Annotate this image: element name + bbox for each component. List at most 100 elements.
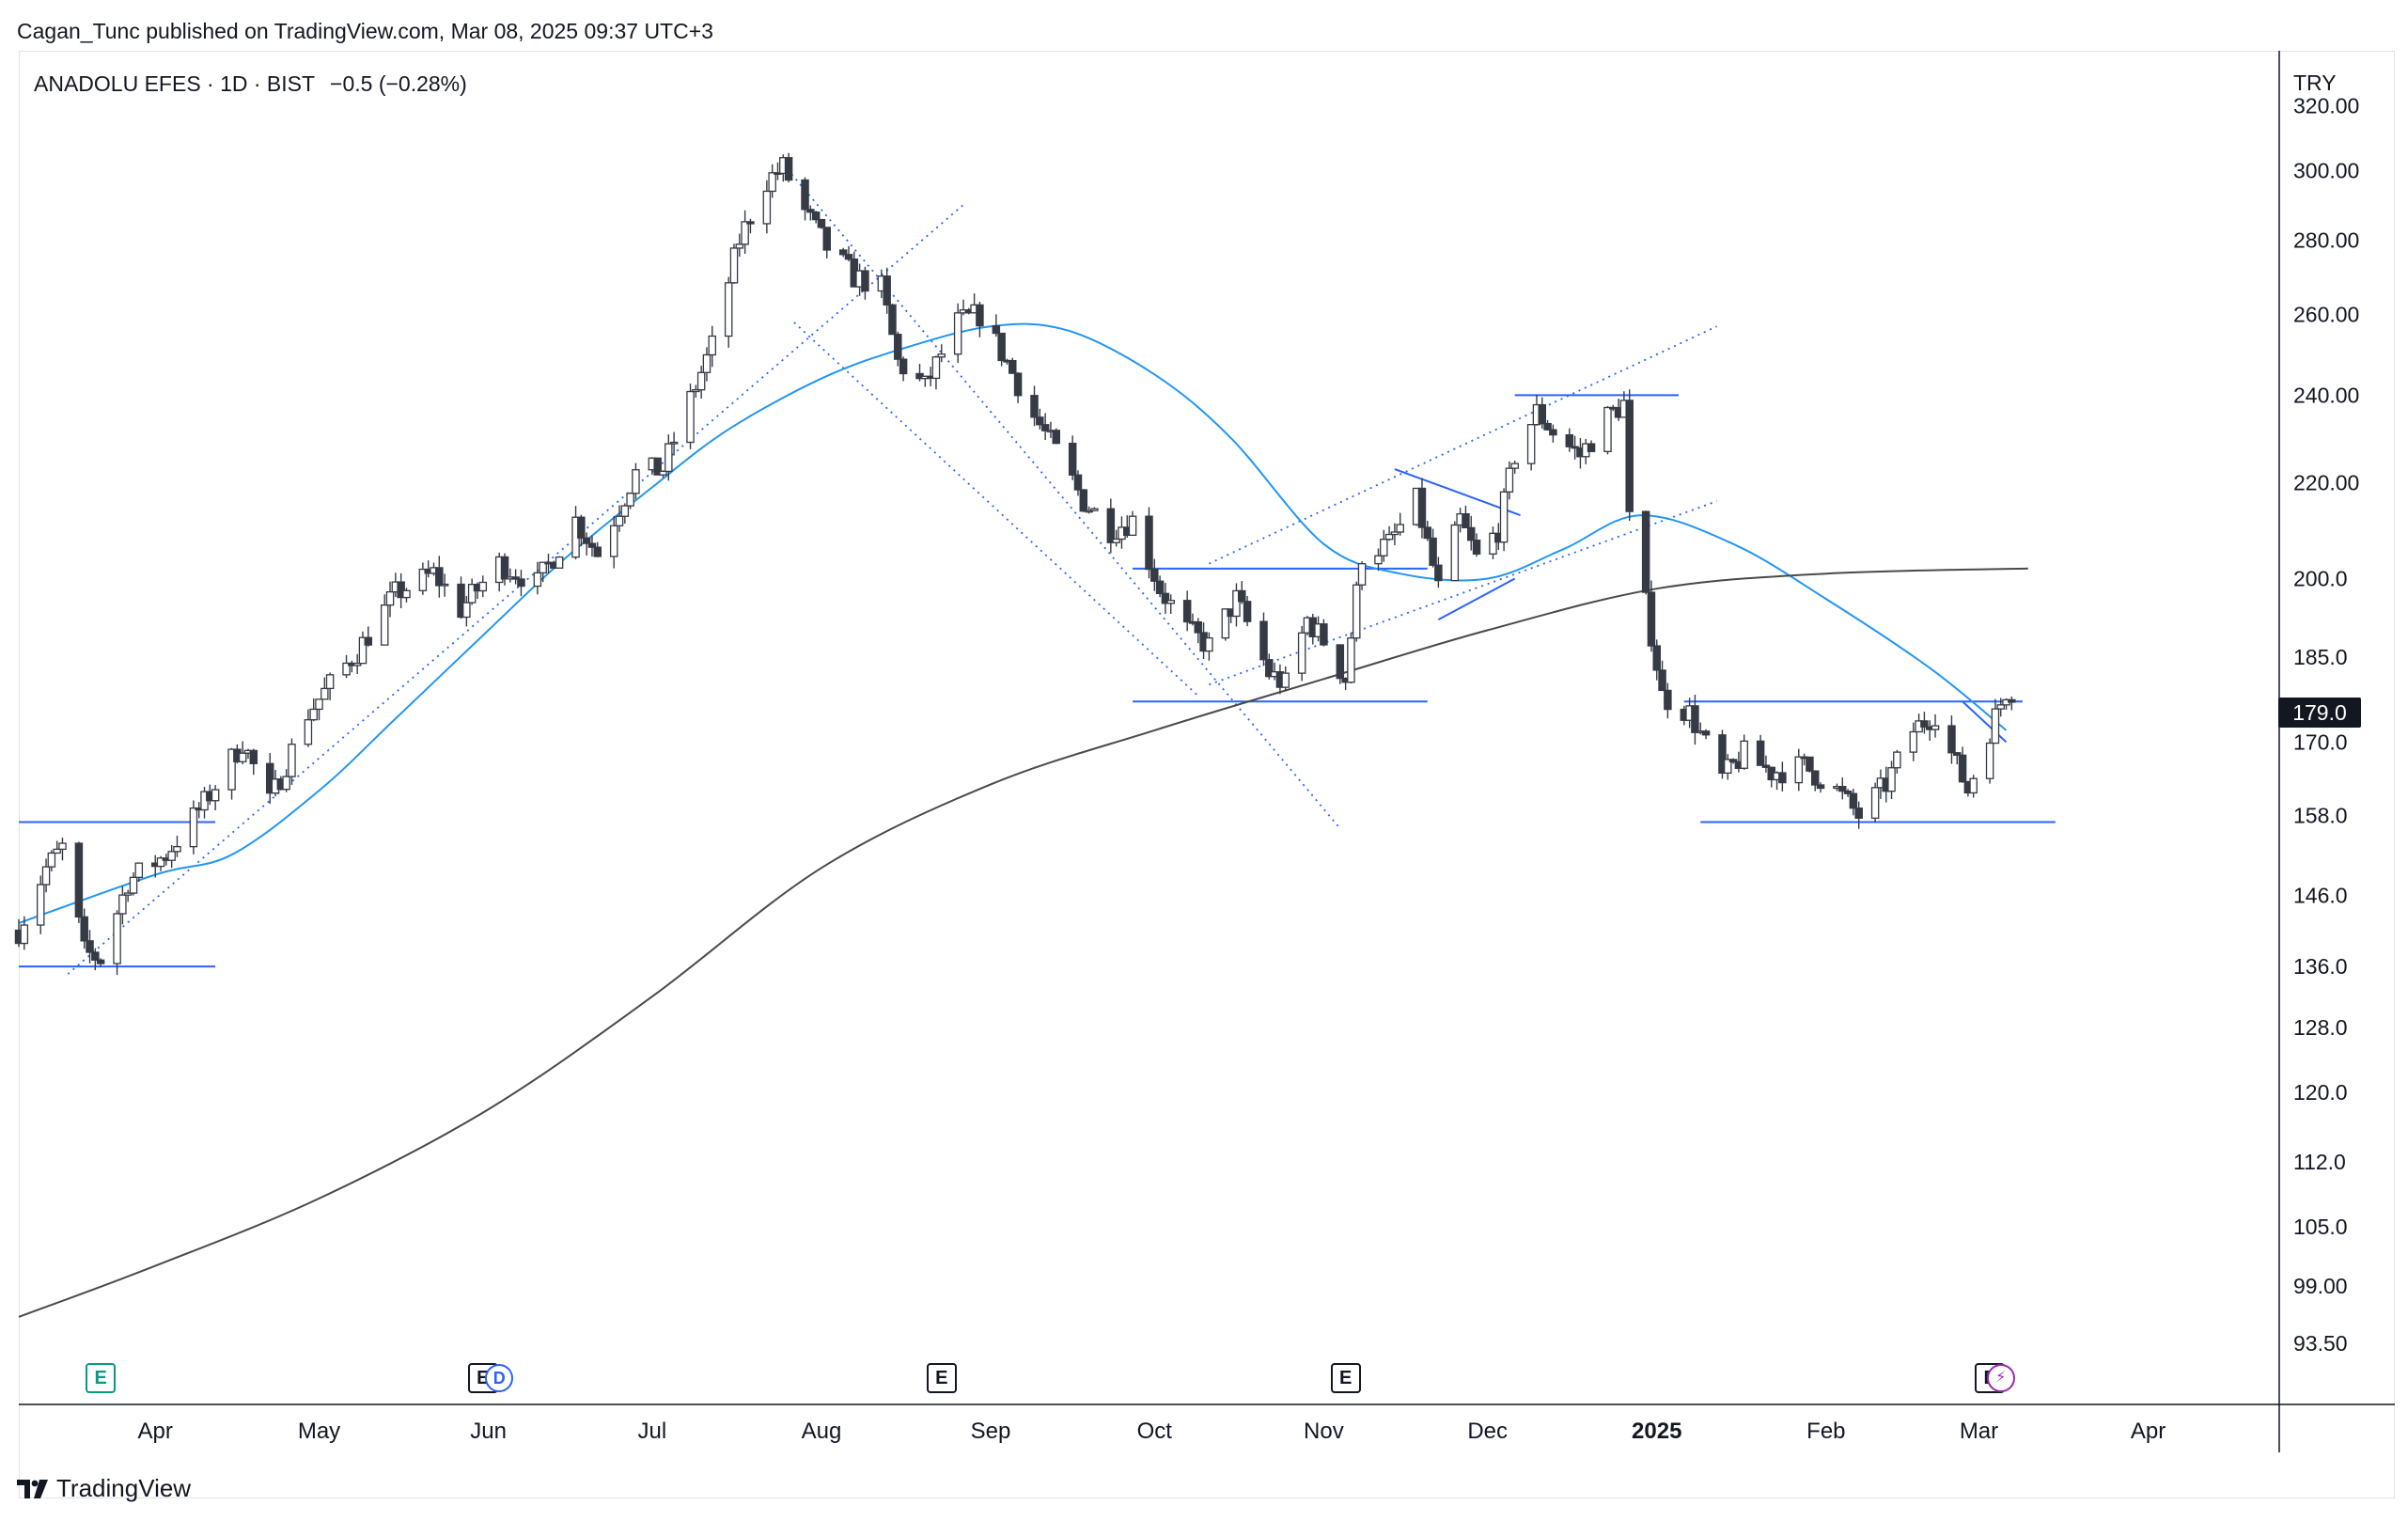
moving-average-long-line[interactable] <box>18 567 2028 1318</box>
candle <box>615 505 624 532</box>
candle <box>729 243 739 284</box>
candle <box>899 356 908 382</box>
trend-line[interactable] <box>793 321 1199 697</box>
trendlines <box>19 163 2056 975</box>
candle <box>402 588 411 603</box>
candle <box>397 572 405 608</box>
candle <box>577 514 586 546</box>
candle <box>696 366 706 399</box>
candle <box>1931 713 1940 738</box>
candle <box>47 850 56 871</box>
candle <box>118 886 127 925</box>
earnings-marker[interactable]: E <box>86 1363 117 1393</box>
candle <box>134 862 144 883</box>
candle <box>342 654 351 679</box>
candle <box>1417 478 1427 539</box>
brand-name: TradingView <box>56 1474 192 1502</box>
candle <box>1238 581 1246 604</box>
candle <box>1112 529 1120 547</box>
candle <box>1265 653 1274 680</box>
candle <box>129 871 138 896</box>
candle <box>249 748 258 776</box>
candle <box>321 677 329 700</box>
candle <box>1472 533 1481 557</box>
candle <box>113 910 121 976</box>
candle <box>1036 408 1044 430</box>
candle <box>1357 561 1367 590</box>
candle <box>1718 729 1727 779</box>
candle <box>358 631 367 665</box>
candle <box>1849 789 1858 816</box>
candle <box>1352 581 1361 642</box>
candle <box>1761 755 1771 773</box>
candle <box>1320 619 1328 647</box>
candle <box>894 331 902 367</box>
time-tick-label: Sep <box>971 1419 1011 1444</box>
candle <box>1947 715 1956 764</box>
candle <box>1571 435 1579 460</box>
trend-line[interactable] <box>1209 500 1717 686</box>
candle <box>1701 729 1711 740</box>
candle <box>1085 506 1093 514</box>
trend-line[interactable] <box>1394 468 1521 517</box>
candle <box>1538 397 1547 430</box>
candle <box>265 752 274 805</box>
trend-line[interactable] <box>1437 577 1516 621</box>
candle <box>364 626 373 647</box>
candle <box>539 561 547 583</box>
candle <box>1625 389 1634 522</box>
time-tick-label: May <box>298 1419 340 1444</box>
symbol-legend[interactable]: ANADOLU EFES · 1D · BIST −0.5 (−0.28%) <box>34 71 467 97</box>
candle <box>1838 777 1847 800</box>
candle <box>593 541 602 557</box>
candle <box>1996 698 2005 717</box>
trend-line[interactable] <box>782 163 1341 829</box>
candle <box>1740 734 1748 770</box>
event-marker-other[interactable]: ⚡ <box>1986 1364 2015 1392</box>
candle <box>1647 580 1656 652</box>
candle <box>457 576 465 619</box>
trend-line[interactable] <box>1209 325 1718 565</box>
candle <box>511 569 520 585</box>
candle <box>665 434 673 481</box>
candle <box>632 463 640 499</box>
candle <box>735 233 744 258</box>
price-tick-label: 105.0 <box>2293 1215 2348 1239</box>
candle <box>309 698 318 722</box>
price-tick-label: 300.00 <box>2293 159 2359 183</box>
candle <box>325 672 335 700</box>
last-price-label: 179.0 <box>2278 698 2361 728</box>
candle <box>555 556 564 569</box>
price-tick-label: 280.00 <box>2293 227 2359 252</box>
candle <box>762 180 772 234</box>
candle <box>1778 761 1787 792</box>
candle <box>937 344 946 363</box>
currency-label[interactable]: TRY <box>2293 71 2337 95</box>
dividend-marker[interactable]: D <box>485 1364 514 1392</box>
candle <box>36 875 45 934</box>
price-tick-label: 260.00 <box>2293 303 2359 327</box>
candle <box>1543 419 1552 431</box>
candle <box>1756 734 1765 766</box>
candle <box>1870 782 1880 823</box>
candle <box>1816 782 1825 793</box>
moving-average-short-line[interactable] <box>18 322 2008 924</box>
earnings-marker[interactable]: E <box>926 1363 957 1393</box>
candle <box>1336 644 1345 684</box>
candle <box>1182 590 1192 632</box>
trend-line[interactable] <box>67 204 964 975</box>
price-tick-label: 170.0 <box>2293 729 2348 754</box>
candle <box>1259 612 1268 666</box>
candle <box>1145 507 1153 579</box>
candle <box>861 266 869 300</box>
candle <box>1243 595 1252 627</box>
tradingview-brand[interactable]: TradingView <box>17 1474 191 1503</box>
price-tick-label: 240.00 <box>2293 383 2359 407</box>
candle <box>478 575 488 598</box>
time-axis-labels: Apr May Jun Jul Aug Sep Oct Nov Dec 2025 Feb Mar Apr <box>138 1419 2166 1444</box>
earnings-marker[interactable]: E <box>1330 1363 1361 1393</box>
candle <box>1603 406 1612 455</box>
candle <box>304 709 313 747</box>
candle <box>1079 489 1088 512</box>
